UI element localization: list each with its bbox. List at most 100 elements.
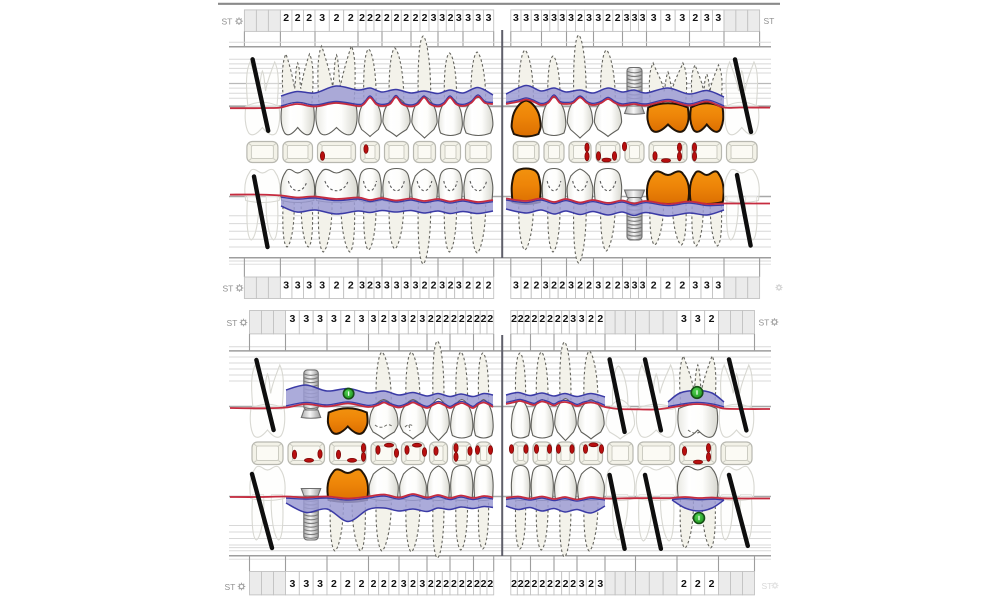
- svg-text:2: 2: [539, 313, 545, 325]
- svg-text:2: 2: [695, 578, 701, 590]
- svg-text:3: 3: [439, 280, 445, 292]
- svg-text:3: 3: [586, 12, 592, 24]
- svg-text:2: 2: [431, 280, 437, 292]
- svg-text:2: 2: [451, 313, 457, 325]
- svg-text:2: 2: [605, 12, 611, 24]
- svg-text:3: 3: [640, 280, 646, 292]
- svg-text:3: 3: [692, 280, 698, 292]
- svg-text:2: 2: [597, 313, 603, 325]
- svg-text:2: 2: [523, 280, 529, 292]
- svg-text:3: 3: [371, 313, 377, 325]
- svg-text:2: 2: [563, 313, 569, 325]
- svg-text:3: 3: [543, 280, 549, 292]
- svg-text:2: 2: [531, 313, 537, 325]
- svg-text:2: 2: [465, 280, 471, 292]
- svg-text:2: 2: [709, 313, 715, 325]
- svg-text:3: 3: [551, 12, 557, 24]
- svg-text:3: 3: [456, 280, 462, 292]
- svg-text:2: 2: [588, 578, 594, 590]
- svg-text:3: 3: [359, 313, 365, 325]
- svg-text:2: 2: [410, 313, 416, 325]
- svg-text:2: 2: [692, 12, 698, 24]
- svg-text:3: 3: [533, 12, 539, 24]
- svg-text:3: 3: [401, 578, 407, 590]
- svg-text:3: 3: [632, 12, 638, 24]
- svg-text:3: 3: [303, 313, 309, 325]
- svg-text:3: 3: [317, 313, 323, 325]
- svg-text:3: 3: [704, 12, 710, 24]
- svg-text:2: 2: [428, 578, 434, 590]
- svg-text:2: 2: [283, 12, 289, 24]
- svg-text:2: 2: [615, 12, 621, 24]
- svg-text:2: 2: [422, 280, 428, 292]
- svg-text:3: 3: [391, 313, 397, 325]
- svg-text:2: 2: [391, 578, 397, 590]
- svg-text:2: 2: [367, 12, 373, 24]
- svg-text:3: 3: [640, 12, 646, 24]
- svg-text:3: 3: [394, 280, 400, 292]
- svg-text:3: 3: [513, 12, 519, 24]
- svg-text:2: 2: [551, 280, 557, 292]
- svg-text:2: 2: [413, 12, 419, 24]
- svg-text:2: 2: [533, 280, 539, 292]
- svg-text:2: 2: [371, 578, 377, 590]
- svg-text:3: 3: [413, 280, 419, 292]
- svg-text:3: 3: [295, 280, 301, 292]
- svg-text:2: 2: [518, 313, 524, 325]
- svg-text:3: 3: [475, 12, 481, 24]
- svg-text:2: 2: [359, 12, 365, 24]
- svg-text:2: 2: [443, 313, 449, 325]
- svg-text:2: 2: [295, 12, 301, 24]
- svg-text:3: 3: [715, 12, 721, 24]
- svg-text:2: 2: [345, 578, 351, 590]
- svg-text:2: 2: [367, 280, 373, 292]
- svg-text:3: 3: [513, 280, 519, 292]
- svg-text:2: 2: [451, 578, 457, 590]
- svg-text:2: 2: [348, 12, 354, 24]
- svg-text:2: 2: [394, 12, 400, 24]
- svg-text:2: 2: [331, 578, 337, 590]
- svg-text:3: 3: [419, 578, 425, 590]
- svg-text:3: 3: [486, 12, 492, 24]
- svg-text:3: 3: [306, 280, 312, 292]
- svg-text:2: 2: [518, 578, 524, 590]
- svg-text:2: 2: [524, 313, 530, 325]
- svg-text:2: 2: [555, 578, 561, 590]
- svg-text:2: 2: [474, 313, 480, 325]
- svg-text:3: 3: [331, 313, 337, 325]
- svg-text:3: 3: [624, 280, 630, 292]
- svg-text:2: 2: [410, 578, 416, 590]
- svg-text:3: 3: [543, 12, 549, 24]
- svg-text:3: 3: [401, 313, 407, 325]
- svg-text:3: 3: [595, 12, 601, 24]
- svg-text:3: 3: [597, 578, 603, 590]
- svg-text:2: 2: [651, 280, 657, 292]
- svg-text:2: 2: [345, 313, 351, 325]
- svg-text:3: 3: [559, 12, 565, 24]
- svg-text:2: 2: [306, 12, 312, 24]
- svg-text:2: 2: [586, 280, 592, 292]
- svg-text:2: 2: [555, 313, 561, 325]
- svg-text:3: 3: [359, 280, 365, 292]
- svg-text:2: 2: [524, 578, 530, 590]
- svg-text:2: 2: [570, 578, 576, 590]
- svg-text:2: 2: [403, 12, 409, 24]
- svg-text:2: 2: [681, 578, 687, 590]
- svg-text:3: 3: [695, 313, 701, 325]
- svg-text:3: 3: [665, 12, 671, 24]
- svg-text:3: 3: [375, 280, 381, 292]
- svg-text:ST: ST: [223, 284, 234, 294]
- svg-text:2: 2: [381, 313, 387, 325]
- svg-text:3: 3: [465, 12, 471, 24]
- svg-text:2: 2: [459, 578, 465, 590]
- svg-text:2: 2: [511, 578, 517, 590]
- svg-text:3: 3: [579, 578, 585, 590]
- svg-text:2: 2: [348, 280, 354, 292]
- svg-text:2: 2: [539, 578, 545, 590]
- svg-text:3: 3: [289, 313, 295, 325]
- svg-text:2: 2: [615, 280, 621, 292]
- svg-text:2: 2: [547, 313, 553, 325]
- svg-text:2: 2: [474, 578, 480, 590]
- svg-text:2: 2: [384, 12, 390, 24]
- svg-text:3: 3: [403, 280, 409, 292]
